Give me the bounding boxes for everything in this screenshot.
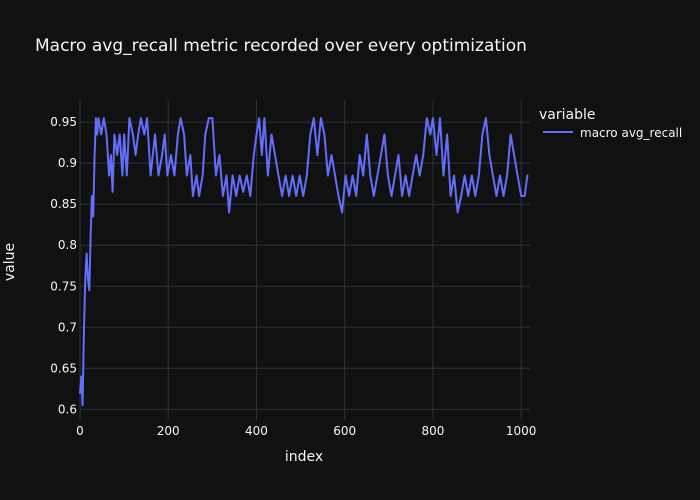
x-axis-title: index (285, 449, 323, 465)
y-tick-label: 0.85 (50, 197, 77, 211)
legend: variable macro avg_recall (539, 107, 682, 140)
y-axis-title: value (2, 243, 18, 281)
y-tick-label: 0.65 (50, 361, 77, 375)
y-tick-label: 0.75 (50, 279, 77, 293)
y-tick-label: 0.7 (58, 320, 77, 334)
y-tick-label: 0.8 (58, 238, 77, 252)
y-tick-label: 0.6 (58, 402, 77, 416)
legend-title: variable (539, 107, 595, 123)
x-tick-label: 800 (421, 424, 444, 438)
axis-layer: 0.6 0.65 0.7 0.75 0.8 0.85 0.9 0.95 0 200 400 600 80… (50, 115, 536, 438)
y-tick-label: 0.9 (58, 156, 77, 170)
grid-layer (79, 100, 530, 420)
x-tick-label: 400 (245, 424, 268, 438)
x-tick-label: 1000 (506, 424, 537, 438)
y-tick-label: 0.95 (50, 115, 77, 129)
chart-title: Macro avg_recall metric recorded over ev… (35, 36, 527, 56)
x-tick-label: 600 (333, 424, 356, 438)
series-line-macro-avg-recall (79, 117, 529, 407)
x-tick-label: 0 (76, 424, 84, 438)
series-layer (79, 117, 529, 407)
legend-label-macro-avg-recall: macro avg_recall (580, 126, 682, 140)
x-tick-label: 200 (157, 424, 180, 438)
